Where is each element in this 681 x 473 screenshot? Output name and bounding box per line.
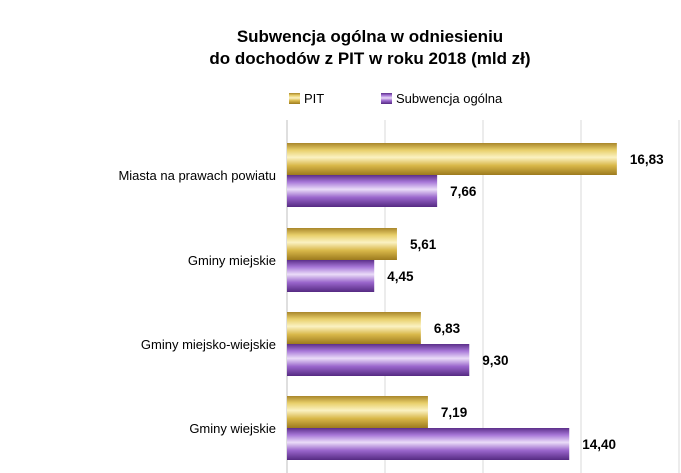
chart-title-line-1: Subwencja ogólna w odniesieniu — [237, 27, 503, 46]
value-label-pit: 16,83 — [630, 152, 664, 167]
value-label-pit: 6,83 — [434, 321, 461, 336]
legend-swatch-subwencja — [381, 93, 392, 104]
bars — [287, 143, 617, 460]
bar-pit — [287, 143, 617, 175]
chart-title-line-2: do dochodów z PIT w roku 2018 (mld zł) — [209, 49, 530, 68]
bar-subwencja — [287, 260, 375, 292]
category-label: Gminy wiejskie — [189, 421, 276, 436]
bar-pit — [287, 312, 421, 344]
legend: PIT Subwencja ogólna — [289, 91, 503, 106]
legend-swatch-pit — [289, 93, 300, 104]
value-label-subwencja: 7,66 — [450, 184, 477, 199]
bar-subwencja — [287, 344, 470, 376]
bar-pit — [287, 228, 397, 260]
category-label: Gminy miejskie — [188, 253, 276, 268]
legend-label-subwencja: Subwencja ogólna — [396, 91, 503, 106]
bar-pit — [287, 396, 428, 428]
category-labels: Miasta na prawach powiatu Gminy miejskie G… — [118, 168, 276, 436]
value-labels: 16,83 7,66 5,61 4,45 6,83 9,30 7,19 14,40 — [387, 152, 664, 452]
bar-subwencja — [287, 428, 570, 460]
value-label-pit: 7,19 — [441, 405, 467, 420]
value-label-pit: 5,61 — [410, 237, 437, 252]
bar-subwencja — [287, 175, 438, 207]
category-label: Miasta na prawach powiatu — [118, 168, 276, 183]
category-label: Gminy miejsko-wiejskie — [141, 337, 276, 352]
value-label-subwencja: 4,45 — [387, 269, 414, 284]
value-label-subwencja: 14,40 — [582, 437, 616, 452]
legend-label-pit: PIT — [304, 91, 324, 106]
value-label-subwencja: 9,30 — [482, 353, 508, 368]
